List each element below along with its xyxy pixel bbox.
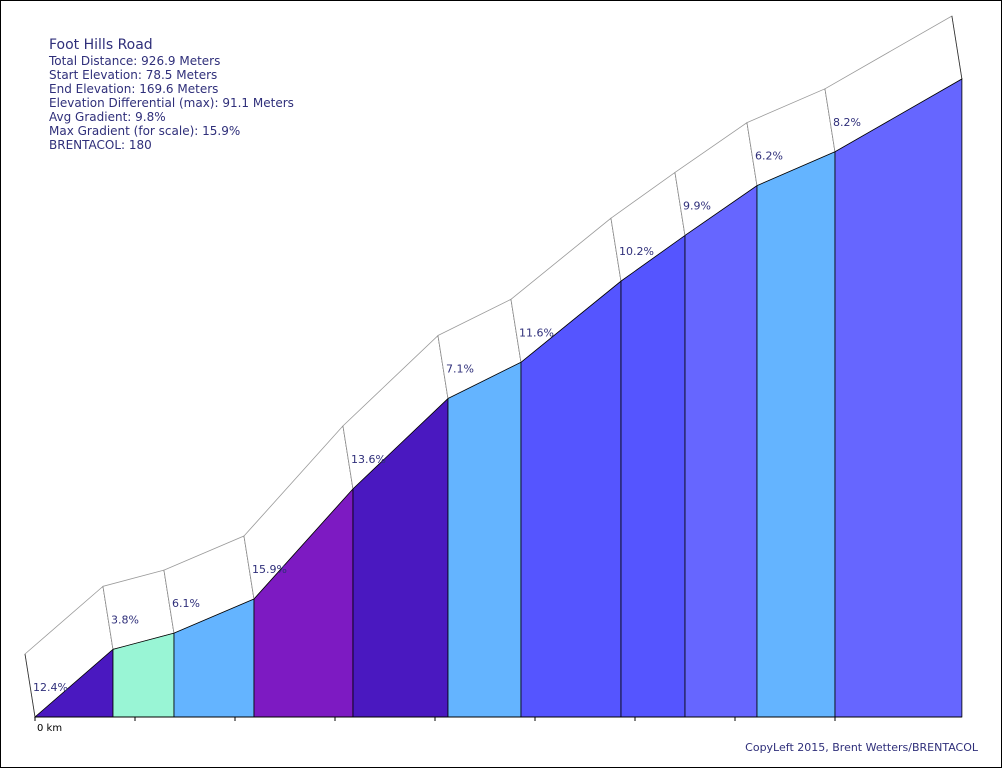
segment-gradient-label: 8.2%	[833, 116, 861, 129]
segment-label-layer: 12.4% 3.8% 6.1% 15.9% 13.6% 7.1% 11.6% 10.2% 9.9…	[33, 116, 861, 694]
segment-fill	[447, 361, 522, 718]
total-distance: Total Distance: 926.9 Meters	[49, 54, 221, 68]
segment-gradient-label: 15.9%	[252, 563, 287, 576]
copyleft-credit: CopyLeft 2015, Brent Wetters/BRENTACOL	[745, 741, 978, 754]
segment-fill	[684, 184, 758, 718]
segment-gradient-label: 12.4%	[33, 681, 68, 694]
slab-edge	[951, 15, 963, 80]
brentacol-score: BRENTACOL: 180	[49, 138, 152, 152]
route-info-panel: Foot Hills Road Total Distance: 926.9 Me…	[49, 37, 294, 152]
segment-gradient-label: 11.6%	[519, 326, 554, 339]
segment-fill	[756, 151, 836, 718]
segment-fill	[834, 78, 963, 718]
segment-gradient-label: 6.2%	[755, 150, 783, 163]
segment-gradient-label: 9.9%	[683, 199, 711, 212]
segment-fill-layer	[33, 78, 963, 718]
slab-layer	[24, 15, 963, 718]
segment-gradient-label: 7.1%	[446, 363, 474, 376]
max-gradient: Max Gradient (for scale): 15.9%	[49, 124, 241, 138]
segment-fill	[620, 234, 686, 718]
avg-gradient: Avg Gradient: 9.8%	[49, 110, 166, 124]
slab-edge	[24, 653, 36, 718]
start-elevation: Start Elevation: 78.5 Meters	[49, 68, 218, 82]
segment-gradient-label: 13.6%	[351, 453, 386, 466]
segment-gradient-label: 6.1%	[172, 597, 200, 610]
segment-gradient-label: 3.8%	[111, 613, 139, 626]
elevation-differential: Elevation Differential (max): 91.1 Meter…	[49, 96, 294, 110]
segment-gradient-label: 10.2%	[619, 245, 654, 258]
x-tick-label: 0 km	[37, 723, 62, 734]
end-elevation: End Elevation: 169.6 Meters	[49, 82, 219, 96]
route-title: Foot Hills Road	[49, 37, 153, 53]
x-axis: 0 km	[34, 716, 962, 734]
